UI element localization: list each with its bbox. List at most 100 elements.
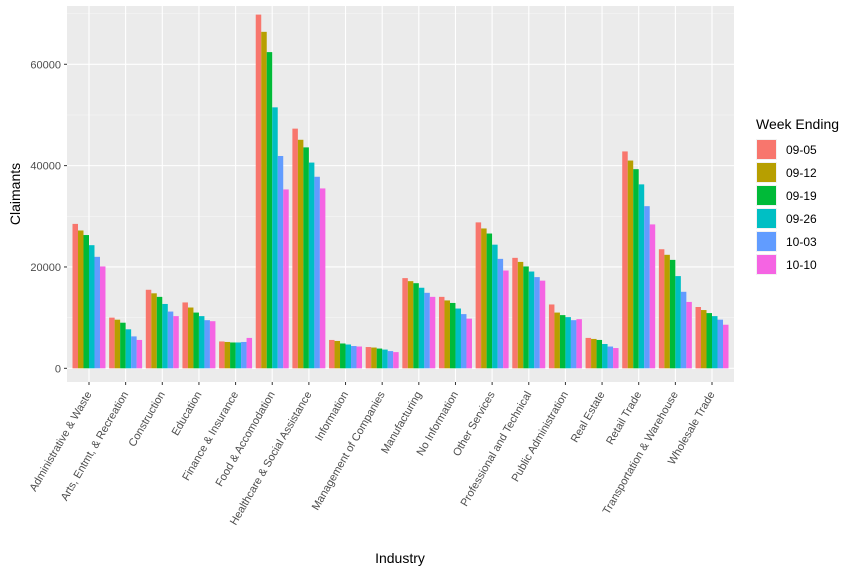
bar [83, 235, 89, 369]
bar [261, 31, 267, 369]
bar [613, 348, 619, 369]
bar [114, 319, 121, 369]
bar [365, 347, 372, 369]
legend-key [757, 140, 776, 159]
bar [528, 271, 535, 369]
bar [554, 312, 560, 369]
bar [235, 342, 242, 369]
bar [429, 296, 436, 369]
bar [334, 340, 341, 369]
legend-key [757, 163, 776, 182]
bar [602, 343, 608, 369]
bar [413, 283, 419, 369]
x-tick-label: Administrative & Waste [28, 390, 95, 494]
bar [658, 249, 665, 369]
y-tick-label: 40000 [30, 161, 61, 173]
bar [675, 276, 681, 369]
bar [345, 344, 352, 369]
x-tick-label: Construction [127, 390, 168, 449]
legend-key [757, 186, 776, 205]
bar [407, 281, 414, 369]
legend-label: 09-19 [786, 189, 817, 203]
bar [497, 258, 504, 369]
bar [230, 342, 236, 369]
x-tick-label: Real Estate [569, 390, 608, 445]
bar [607, 346, 614, 369]
bar [308, 162, 315, 369]
bar [633, 169, 639, 369]
bar [570, 320, 577, 369]
x-tick-label: Management of Companies [310, 389, 388, 512]
bar [438, 296, 445, 369]
bar [340, 343, 346, 369]
bar [418, 287, 425, 369]
y-axis: 0 20000 40000 60000 [30, 59, 67, 375]
bar [424, 292, 430, 369]
bar [585, 337, 592, 369]
bar [486, 233, 493, 369]
bar [131, 336, 137, 369]
bar [393, 352, 399, 369]
x-tick-label: Information [313, 390, 351, 444]
bar [219, 341, 225, 369]
bar [548, 304, 555, 369]
legend-key [757, 255, 776, 274]
bar [94, 256, 100, 369]
bar [559, 315, 566, 369]
bar [475, 222, 482, 369]
bar [576, 319, 582, 369]
bar [204, 320, 210, 369]
bar [297, 139, 304, 369]
bar [72, 223, 78, 369]
bar [329, 339, 335, 369]
bar [255, 14, 262, 369]
legend-label: 10-10 [786, 258, 817, 272]
bar [266, 52, 273, 369]
bar [466, 318, 472, 369]
bar [283, 189, 289, 369]
bar [209, 321, 216, 369]
bar [695, 307, 702, 369]
bar [669, 259, 676, 369]
legend-key [757, 209, 776, 228]
bar [701, 310, 707, 369]
bar [241, 341, 247, 369]
bar [292, 128, 298, 369]
bar [664, 254, 670, 369]
bar [173, 316, 179, 369]
bar [596, 339, 603, 369]
y-tick-label: 20000 [30, 262, 61, 274]
bar [198, 316, 205, 369]
legend-label: 09-12 [786, 166, 817, 180]
bar [136, 339, 143, 369]
bar [88, 245, 95, 369]
bar [272, 107, 278, 369]
bar [565, 317, 571, 369]
bar [145, 289, 152, 369]
y-axis-title: Claimants [7, 163, 23, 225]
x-tick-label: Education [170, 390, 205, 438]
bar [706, 313, 713, 369]
x-tick-label: Arts, Entmt, & Recreation [59, 390, 131, 503]
bar [717, 319, 724, 369]
bar [539, 280, 546, 369]
legend-title: Week Ending [756, 116, 839, 132]
bar [402, 278, 408, 369]
bar [151, 293, 157, 369]
y-tick-label: 60000 [30, 59, 61, 71]
legend-label: 09-05 [786, 143, 817, 157]
bar [387, 351, 394, 369]
bar [303, 147, 309, 369]
bar [167, 311, 174, 369]
legend: Week Ending 09-05 09-12 09-19 09-26 10-03 10-… [756, 116, 839, 275]
legend-label: 10-03 [786, 235, 817, 249]
bar [120, 322, 126, 369]
bar [512, 257, 518, 369]
bars-group [72, 14, 729, 369]
x-axis-title: Industry [375, 550, 425, 566]
bar [351, 346, 357, 369]
bar [517, 261, 524, 369]
bar [125, 329, 132, 369]
